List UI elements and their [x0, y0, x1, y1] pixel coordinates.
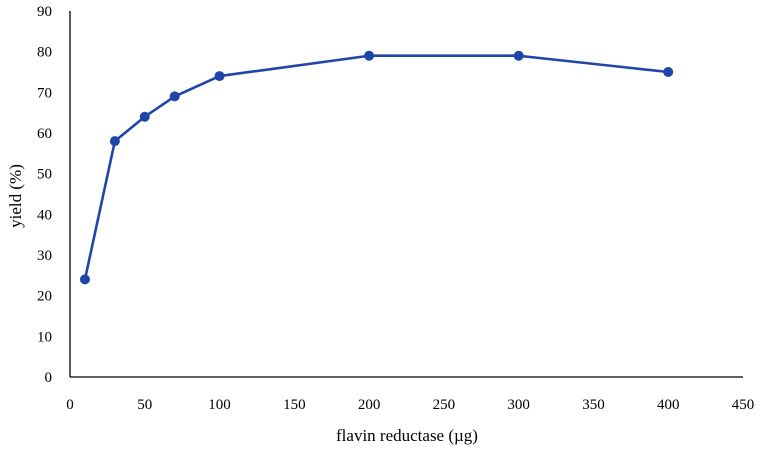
data-point	[364, 50, 375, 61]
series-line	[83, 54, 669, 280]
x-tick-label: 400	[657, 397, 680, 413]
y-tick-label: 80	[37, 45, 52, 61]
x-tick-label: 200	[358, 397, 381, 413]
data-point	[214, 71, 225, 82]
y-axis-label: yield (%)	[6, 164, 25, 228]
x-tick-label: 350	[582, 397, 605, 413]
data-point	[663, 67, 674, 77]
x-tick-label: 250	[433, 397, 456, 413]
data-point	[139, 111, 150, 122]
y-tick-label: 30	[37, 248, 52, 264]
data-series	[79, 50, 674, 285]
x-tick-label: 0	[66, 397, 74, 413]
y-tick-label: 60	[37, 126, 52, 142]
x-tick-label: 300	[507, 397, 530, 413]
x-tick-label: 50	[137, 397, 152, 413]
y-tick-label: 50	[37, 167, 52, 183]
y-tick-label: 40	[37, 207, 52, 223]
axes	[69, 11, 743, 378]
data-point	[169, 91, 180, 102]
data-point	[109, 136, 120, 147]
tick-labels: 0 10 20 30 40 50 60 70 80 90 0 50 100 150 200 250 300 350…	[37, 4, 754, 413]
y-tick-label: 0	[45, 370, 53, 386]
y-tick-label: 20	[37, 289, 52, 305]
x-axis-label: flavin reductase (µg)	[336, 426, 478, 445]
data-point	[79, 274, 90, 285]
y-tick-label: 90	[37, 4, 52, 20]
data-point	[513, 50, 524, 61]
x-tick-label: 150	[283, 397, 306, 413]
y-tick-label: 70	[37, 85, 52, 101]
x-tick-label: 100	[208, 397, 231, 413]
x-tick-label: 450	[732, 397, 755, 413]
y-tick-label: 10	[37, 329, 52, 345]
